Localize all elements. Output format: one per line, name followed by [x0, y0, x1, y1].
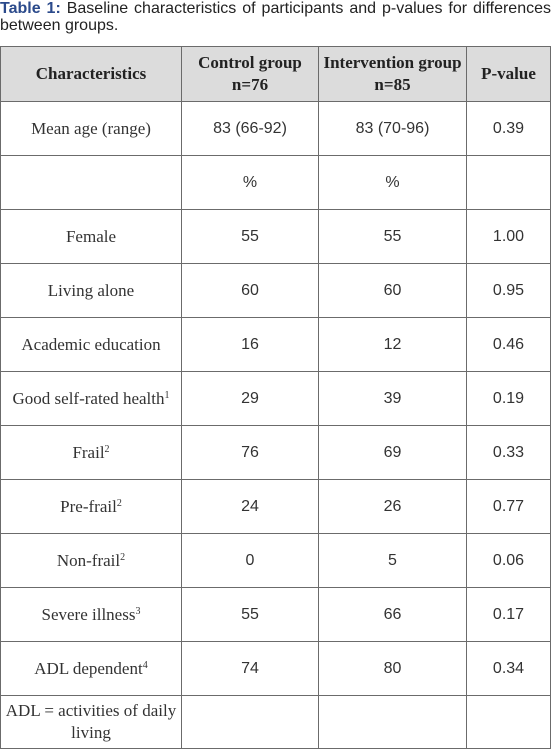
cell-control: 83 (66-92)	[181, 101, 319, 156]
table-row: Good self-rated health1 29 39 0.19	[0, 371, 551, 426]
cell-p-value: 0.17	[466, 587, 551, 642]
cell-control: 16	[181, 317, 319, 372]
cell-intervention: 69	[318, 425, 467, 480]
table-row: ADL dependent4 74 80 0.34	[0, 641, 551, 696]
cell-intervention: 60	[318, 263, 467, 318]
cell-p-value: 0.19	[466, 371, 551, 426]
cell-intervention: 83 (70-96)	[318, 101, 467, 156]
cell-p-value: 0.06	[466, 533, 551, 588]
table-row: % %	[0, 155, 551, 210]
footnote-marker: 2	[104, 443, 110, 455]
cell-intervention: 39	[318, 371, 467, 426]
cell-control: 76	[181, 425, 319, 480]
cell-characteristic	[0, 155, 182, 210]
cell-intervention: 66	[318, 587, 467, 642]
cell-intervention: %	[318, 155, 467, 210]
caption-label: Table 1:	[0, 0, 61, 17]
cell-characteristic: Non-frail2	[0, 533, 182, 588]
cell-intervention: 12	[318, 317, 467, 372]
cell-characteristic: Good self-rated health1	[0, 371, 182, 426]
table-row: Frail2 76 69 0.33	[0, 425, 551, 480]
cell-intervention: 55	[318, 209, 467, 264]
footnote-marker: 1	[164, 389, 170, 401]
table-caption: Table 1: Baseline characteristics of par…	[0, 0, 551, 34]
table-header-row: Characteristics Control group n=76 Inter…	[0, 46, 551, 102]
cell-p-value: 0.46	[466, 317, 551, 372]
cell-characteristic: Academic education	[0, 317, 182, 372]
cell-control: 24	[181, 479, 319, 534]
cell-control: 55	[181, 209, 319, 264]
cell-characteristic: Severe illness3	[0, 587, 182, 642]
cell-control: 29	[181, 371, 319, 426]
cell-p-value: 1.00	[466, 209, 551, 264]
cell-p-value: 0.95	[466, 263, 551, 318]
table-row: Living alone 60 60 0.95	[0, 263, 551, 318]
table-row: Pre-frail2 24 26 0.77	[0, 479, 551, 534]
cell-characteristic: ADL = activities of daily living	[0, 695, 182, 749]
cell-p-value	[466, 155, 551, 210]
cell-control: 55	[181, 587, 319, 642]
cell-intervention: 5	[318, 533, 467, 588]
cell-characteristic: Living alone	[0, 263, 182, 318]
table-row: Academic education 16 12 0.46	[0, 317, 551, 372]
header-p-value: P-value	[466, 46, 551, 102]
cell-intervention: 80	[318, 641, 467, 696]
table-row: Female 55 55 1.00	[0, 209, 551, 264]
table-row: ADL = activities of daily living	[0, 695, 551, 749]
footnote-marker: 2	[116, 497, 122, 509]
header-intervention-group: Intervention group n=85	[318, 46, 467, 102]
cell-p-value: 0.39	[466, 101, 551, 156]
cell-characteristic: Frail2	[0, 425, 182, 480]
footnote-marker: 4	[142, 659, 148, 671]
cell-characteristic: Female	[0, 209, 182, 264]
cell-control	[181, 695, 319, 749]
table-row: Severe illness3 55 66 0.17	[0, 587, 551, 642]
cell-characteristic: Mean age (range)	[0, 101, 182, 156]
cell-p-value	[466, 695, 551, 749]
table-row: Mean age (range) 83 (66-92) 83 (70-96) 0…	[0, 101, 551, 156]
caption-text: Baseline characteristics of participants…	[0, 0, 551, 34]
cell-control: 0	[181, 533, 319, 588]
baseline-characteristics-table: Characteristics Control group n=76 Inter…	[0, 46, 551, 749]
cell-characteristic: Pre-frail2	[0, 479, 182, 534]
cell-p-value: 0.33	[466, 425, 551, 480]
cell-characteristic: ADL dependent4	[0, 641, 182, 696]
cell-intervention	[318, 695, 467, 749]
cell-control: 74	[181, 641, 319, 696]
cell-p-value: 0.34	[466, 641, 551, 696]
table-row: Non-frail2 0 5 0.06	[0, 533, 551, 588]
cell-control: %	[181, 155, 319, 210]
header-characteristics: Characteristics	[0, 46, 182, 102]
cell-p-value: 0.77	[466, 479, 551, 534]
header-control-group: Control group n=76	[181, 46, 319, 102]
footnote-marker: 2	[120, 551, 126, 563]
cell-control: 60	[181, 263, 319, 318]
footnote-marker: 3	[135, 605, 141, 617]
cell-intervention: 26	[318, 479, 467, 534]
